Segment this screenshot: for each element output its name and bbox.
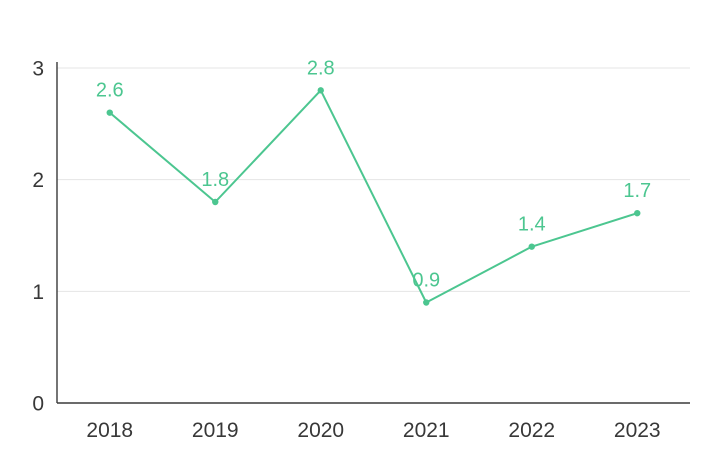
x-axis-tick-label: 2020 [297,419,344,442]
y-axis-tick-label: 0 [32,393,44,416]
data-point-marker [212,198,219,206]
x-axis-tick-label: 2018 [86,419,133,442]
data-point-marker [317,87,324,94]
y-axis-tick-label: 2 [32,169,44,192]
data-point-label: 1.4 [518,214,546,236]
data-point-label: 2.8 [307,57,335,79]
data-point-marker [106,109,113,116]
x-axis-tick-label: 2021 [403,419,450,442]
data-point-marker [634,209,641,217]
data-point-label: 0.9 [412,270,440,292]
x-axis-tick-label: 2023 [614,419,661,442]
series-line [108,89,639,304]
x-axis-tick-label: 2019 [192,419,239,442]
y-axis-tick-label: 1 [32,281,44,304]
data-point-label: 1.7 [623,180,651,202]
data-point-label: 1.8 [201,169,229,191]
data-point-marker [528,243,535,250]
data-point-marker [423,299,430,306]
x-axis-tick-label: 2022 [508,419,555,442]
y-axis-tick-label: 3 [32,58,44,81]
data-point-label: 2.6 [96,80,124,102]
